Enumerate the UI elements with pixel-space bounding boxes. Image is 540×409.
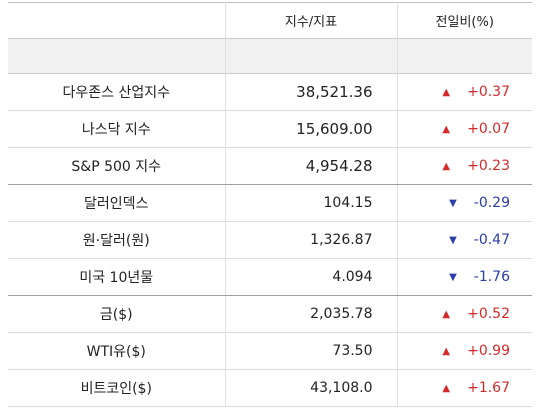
row-change-cell: ▲ +0.07 — [397, 110, 532, 148]
down-triangle-icon: ▼ — [449, 235, 457, 246]
header-index: 지수/지표 — [225, 2, 398, 39]
row-value: 43,108.0 — [225, 369, 398, 407]
row-change-cell: ▼ -1.76 — [397, 258, 532, 296]
row-change: -0.29 — [473, 195, 510, 211]
up-triangle-icon: ▲ — [442, 309, 451, 320]
table-row: 금($) 2,035.78 ▲ +0.52 — [8, 295, 532, 333]
row-value: 104.15 — [225, 184, 398, 222]
table-row: 미국 10년물 4.094 ▼ -1.76 — [8, 258, 532, 296]
table-row: WTI유($) 73.50 ▲ +0.99 — [8, 332, 532, 370]
up-triangle-icon: ▲ — [442, 161, 451, 172]
table-row: 다우존스 산업지수 38,521.36 ▲ +0.37 — [8, 73, 532, 111]
up-triangle-icon: ▲ — [442, 383, 451, 394]
row-change: +0.07 — [467, 121, 510, 137]
row-name: 금($) — [8, 295, 226, 333]
row-value: 15,609.00 — [225, 110, 398, 148]
row-change: +0.52 — [467, 306, 510, 322]
header-name — [8, 2, 226, 39]
down-triangle-icon: ▼ — [449, 272, 457, 283]
up-triangle-icon: ▲ — [442, 87, 451, 98]
row-change: +1.67 — [467, 380, 510, 396]
up-triangle-icon: ▲ — [442, 124, 451, 135]
row-change: +0.99 — [467, 343, 510, 359]
row-change-cell: ▼ -0.47 — [397, 221, 532, 259]
row-value: 1,326.87 — [225, 221, 398, 259]
market-indices-table: 지수/지표 전일비(%) 다우존스 산업지수 38,521.36 ▲ +0.37 … — [8, 2, 532, 407]
row-change-cell: ▲ +0.37 — [397, 73, 532, 111]
row-change: +0.23 — [467, 158, 510, 174]
table-header-row: 지수/지표 전일비(%) — [8, 2, 532, 39]
row-change-cell: ▲ +0.23 — [397, 147, 532, 185]
header-change: 전일비(%) — [397, 2, 532, 39]
row-name: 비트코인($) — [8, 369, 226, 407]
row-change-cell: ▲ +1.67 — [397, 369, 532, 407]
row-name: 나스닥 지수 — [8, 110, 226, 148]
row-change: -1.76 — [473, 269, 510, 285]
down-triangle-icon: ▼ — [449, 198, 457, 209]
row-name: 다우존스 산업지수 — [8, 73, 226, 111]
table-row: 나스닥 지수 15,609.00 ▲ +0.07 — [8, 110, 532, 148]
row-change-cell: ▲ +0.99 — [397, 332, 532, 370]
row-value: 73.50 — [225, 332, 398, 370]
up-triangle-icon: ▲ — [442, 346, 451, 357]
table-row: 원·달러(원) 1,326.87 ▼ -0.47 — [8, 221, 532, 259]
row-value: 4,954.28 — [225, 147, 398, 185]
row-name: S&P 500 지수 — [8, 147, 226, 185]
row-change-cell: ▼ -0.29 — [397, 184, 532, 222]
row-value: 38,521.36 — [225, 73, 398, 111]
row-change-cell: ▲ +0.52 — [397, 295, 532, 333]
market-table-container: 지수/지표 전일비(%) 다우존스 산업지수 38,521.36 ▲ +0.37 … — [8, 2, 532, 407]
row-name: WTI유($) — [8, 332, 226, 370]
row-name: 달러인덱스 — [8, 184, 226, 222]
row-change: +0.37 — [467, 84, 510, 100]
row-value: 4.094 — [225, 258, 398, 296]
blank-row — [8, 38, 532, 74]
table-row: S&P 500 지수 4,954.28 ▲ +0.23 — [8, 147, 532, 185]
row-name: 원·달러(원) — [8, 221, 226, 259]
row-name: 미국 10년물 — [8, 258, 226, 296]
table-row: 달러인덱스 104.15 ▼ -0.29 — [8, 184, 532, 222]
row-change: -0.47 — [473, 232, 510, 248]
table-row: 비트코인($) 43,108.0 ▲ +1.67 — [8, 369, 532, 407]
row-value: 2,035.78 — [225, 295, 398, 333]
